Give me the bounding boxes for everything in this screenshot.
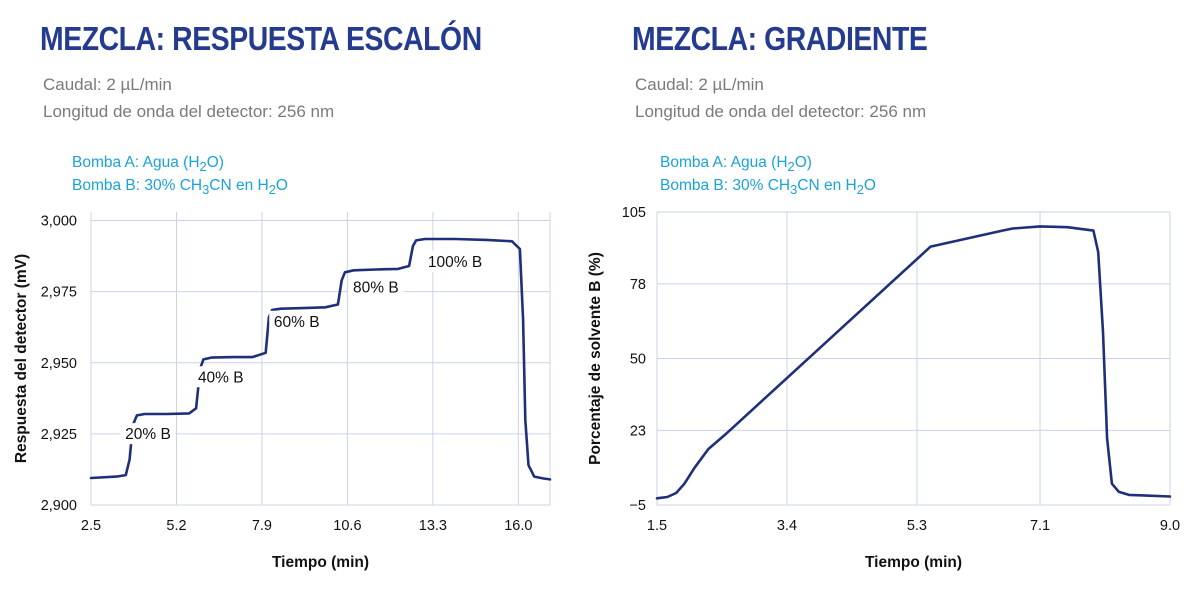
right-flow-rate: Caudal: 2 µL/min: [635, 75, 764, 94]
step-label-background: [193, 366, 249, 388]
y-tick-label: 2,975: [41, 285, 77, 301]
right-detector-wavelength: Longitud de onda del detector: 256 nm: [635, 102, 927, 121]
y-tick-label: 50: [630, 352, 646, 368]
right-pump-b-label: Bomba B: 30% CH3CN en H2O: [660, 177, 876, 197]
pump-b-suffix: O: [863, 177, 876, 194]
left-chart-title: MEZCLA: RESPUESTA ESCALÓN: [40, 20, 482, 57]
pump-b-mid: CN en H: [209, 177, 269, 194]
x-tick-label: 16.0: [504, 518, 532, 534]
x-tick-label: 2.5: [81, 518, 101, 534]
pump-a-suffix: O): [794, 154, 812, 171]
y-tick-label: 105: [622, 205, 646, 221]
pump-b-subscript: 3: [790, 182, 798, 198]
step-label: 20% B: [125, 426, 171, 443]
pump-a-prefix: Bomba A: Agua (H: [72, 154, 200, 171]
y-tick-label: 23: [630, 423, 646, 439]
y-tick-label: −5: [629, 498, 646, 514]
y-tick-label: 2,925: [41, 427, 77, 443]
pump-a-subscript: 2: [787, 159, 795, 175]
y-tick-label: 3,000: [41, 214, 77, 230]
right-pump-a-label: Bomba A: Agua (H2O): [660, 154, 812, 174]
pump-b-mid: CN en H: [797, 177, 857, 194]
step-label: 40% B: [198, 369, 244, 386]
step-response-chart: 2.5 5.2 7.9 10.6 13.3 16.0 2,900 2,925 2,950 2,97…: [13, 212, 552, 571]
pump-a-prefix: Bomba A: Agua (H: [660, 154, 788, 171]
step-label-background: [120, 423, 176, 445]
pump-b-subscript-2: 2: [268, 182, 276, 198]
step-label: 80% B: [353, 280, 399, 297]
x-tick-label: 7.9: [252, 518, 272, 534]
pump-b-prefix: Bomba B: 30% CH: [660, 177, 791, 194]
step-label-background: [269, 310, 325, 332]
left-flow-rate: Caudal: 2 µL/min: [43, 75, 172, 94]
x-tick-label: 13.3: [419, 518, 447, 534]
step-label: 60% B: [274, 314, 320, 331]
step-label: 100% B: [428, 254, 482, 271]
x-axis-title: Tiempo (min): [272, 554, 369, 571]
pump-b-suffix: O: [275, 177, 288, 194]
left-pump-a-label: Bomba A: Agua (H2O): [72, 154, 224, 174]
series-line: [655, 225, 1172, 500]
series-line: [89, 237, 552, 481]
right-chart-title: MEZCLA: GRADIENTE: [632, 20, 928, 57]
pump-a-suffix: O): [206, 154, 224, 171]
step-label-background: [348, 276, 404, 298]
pump-b-subscript-2: 2: [856, 182, 864, 198]
step-label-background: [423, 251, 488, 273]
pump-b-subscript: 3: [202, 182, 210, 198]
y-axis-title: Porcentaje de solvente B (%): [587, 252, 604, 465]
y-tick-label: 2,950: [41, 356, 77, 372]
pump-b-prefix: Bomba B: 30% CH: [72, 177, 203, 194]
x-tick-label: 7.1: [1030, 518, 1050, 534]
x-axis-title: Tiempo (min): [865, 554, 962, 571]
x-tick-label: 9.0: [1160, 518, 1180, 534]
x-tick-label: 5.3: [907, 518, 927, 534]
y-tick-label: 78: [630, 277, 646, 293]
y-axis-title: Respuesta del detector (mV): [13, 254, 30, 463]
left-detector-wavelength: Longitud de onda del detector: 256 nm: [43, 102, 335, 121]
x-tick-label: 1.5: [647, 518, 667, 534]
x-tick-label: 3.4: [777, 518, 797, 534]
left-pump-b-label: Bomba B: 30% CH3CN en H2O: [72, 177, 288, 197]
pump-a-subscript: 2: [199, 159, 207, 175]
x-tick-label: 5.2: [166, 518, 186, 534]
y-tick-label: 2,900: [41, 498, 77, 514]
x-tick-label: 10.6: [333, 518, 361, 534]
